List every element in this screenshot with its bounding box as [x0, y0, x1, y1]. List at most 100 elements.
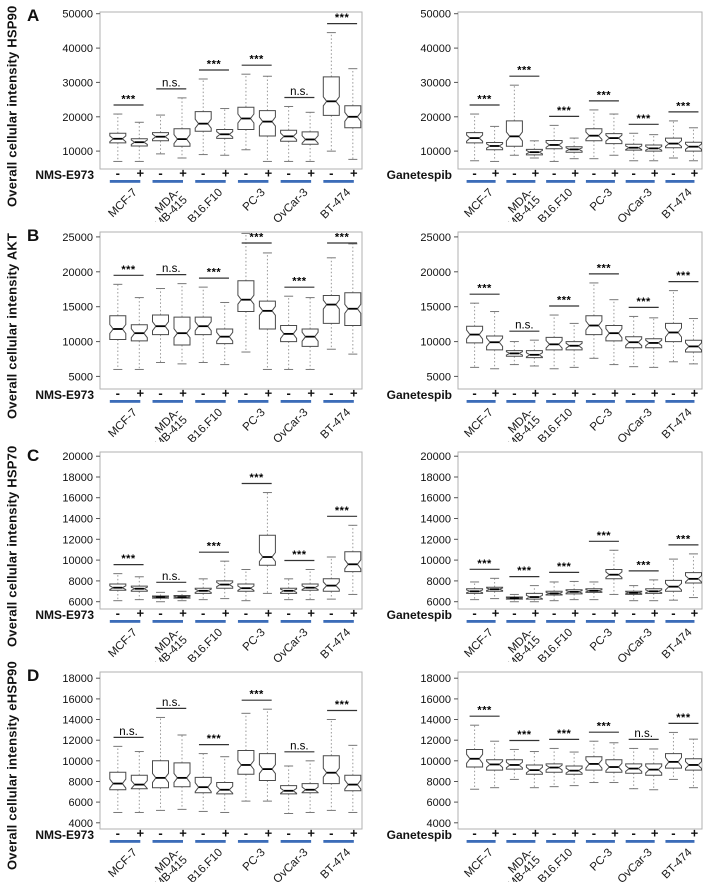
svg-text:MCF-7: MCF-7: [106, 187, 139, 220]
treatment-pair-bar: [152, 400, 184, 403]
treatment-pair-bar: [466, 400, 496, 403]
significance-label: ***: [668, 100, 699, 113]
box-BT-474-plus: [344, 243, 362, 355]
svg-text:B16.F10: B16.F10: [186, 847, 225, 882]
svg-text:OvCar-3: OvCar-3: [271, 407, 310, 442]
svg-text:OvCar-3: OvCar-3: [271, 187, 310, 222]
plus-label: +: [350, 606, 358, 621]
significance-label: ***: [241, 232, 272, 244]
minus-label: -: [158, 166, 162, 181]
box-MCF-7-minus: [466, 302, 484, 368]
box-PC-3-plus: [605, 299, 623, 366]
plus-label: +: [691, 386, 699, 401]
svg-text:***: ***: [557, 105, 572, 117]
svg-text:***: ***: [517, 565, 532, 577]
y-tick-label: 20000: [62, 451, 93, 463]
treatment-pair-bar: [237, 400, 269, 403]
notched-box: [301, 783, 319, 794]
svg-text:***: ***: [335, 699, 350, 711]
svg-text:MCF-7: MCF-7: [462, 627, 495, 660]
treatment-pair-bar: [665, 400, 695, 403]
box-MCF-7-plus: [486, 740, 504, 789]
significance-label: ***: [198, 59, 229, 71]
category-label: MCF-7: [462, 627, 495, 660]
box-OvCar-3-plus: [301, 760, 319, 813]
treatment-name: NMS-E973: [35, 608, 94, 622]
box-B16.F10-minus: [194, 78, 212, 156]
y-tick-label: 14000: [420, 715, 451, 727]
box-PC-3-plus: [605, 742, 623, 784]
plus-label: +: [179, 606, 187, 621]
svg-text:***: ***: [676, 533, 691, 545]
minus-label: -: [116, 386, 120, 401]
svg-text:B16.F10: B16.F10: [536, 847, 575, 882]
plus-label: +: [222, 826, 230, 841]
svg-text:n.s.: n.s.: [119, 726, 138, 738]
figure-row-C: Overall cellular intensity HSP70 C 6000 8…: [0, 442, 710, 662]
svg-text:***: ***: [121, 94, 136, 106]
box-OvCar-3-plus: [645, 134, 663, 162]
plus-label: +: [222, 606, 230, 621]
box-BT-474-minus: [322, 719, 340, 811]
significance-label: ***: [241, 689, 272, 701]
box-OvCar-3-minus: [625, 315, 643, 368]
box-OvCar-3-minus: [625, 132, 643, 162]
y-tick-label: 40000: [62, 43, 93, 55]
box-B16.F10-plus: [216, 756, 234, 813]
significance-label: n.s.: [156, 571, 187, 583]
svg-text:***: ***: [477, 283, 492, 295]
treatment-pair-bar: [466, 180, 496, 183]
category-label: B16.F10: [536, 187, 575, 222]
svg-text:***: ***: [477, 94, 492, 106]
svg-text:OvCar-3: OvCar-3: [616, 187, 655, 222]
significance-label: n.s.: [156, 263, 187, 276]
svg-text:PC-3: PC-3: [241, 407, 268, 434]
y-tick-label: 10000: [62, 555, 93, 567]
y-tick-label: 5000: [427, 371, 451, 383]
box-MCF-7-minus: [109, 745, 127, 813]
significance-label: ***: [113, 264, 144, 276]
svg-text:B16.F10: B16.F10: [186, 627, 225, 662]
box-B16.F10-minus: [545, 581, 563, 602]
box-MCF-7-plus: [130, 121, 148, 162]
box-OvCar-3-plus: [301, 568, 319, 601]
y-axis-title: Overall cellular intensity HSP70: [4, 445, 20, 647]
treatment-name: NMS-E973: [35, 388, 94, 402]
minus-label: -: [592, 826, 596, 841]
treatment-pair-bar: [665, 840, 695, 843]
box-PC-3-minus: [237, 568, 255, 602]
figure-row-D: Overall cellular intensity eHSP90 D 4000…: [0, 662, 710, 882]
plus-label: +: [611, 826, 619, 841]
y-tick-label: 12000: [420, 534, 451, 546]
notched-box: [130, 774, 148, 790]
y-tick-label: 6000: [69, 797, 93, 809]
plus-label: +: [265, 606, 273, 621]
y-tick-label: 8000: [69, 777, 93, 789]
y-tick-label: 30000: [62, 77, 93, 89]
significance-label: ***: [469, 558, 500, 570]
box-BT-474-plus: [685, 738, 702, 789]
svg-text:BT-474: BT-474: [319, 406, 354, 441]
y-tick-label: 12000: [62, 534, 93, 546]
y-tick-label: 8000: [69, 576, 93, 588]
treatment-pair-bar: [109, 840, 141, 843]
svg-text:PC-3: PC-3: [241, 627, 268, 654]
box-B16.F10-minus: [194, 578, 212, 601]
category-label: B16.F10: [536, 407, 575, 442]
category-label: BT-474: [660, 406, 695, 441]
minus-label: -: [201, 826, 205, 841]
box-MCF-7-plus: [130, 751, 148, 813]
box-OvCar-3-minus: [280, 765, 298, 815]
box-MDA-MB-415-plus: [525, 140, 543, 159]
significance-label: ***: [198, 267, 229, 279]
significance-label: ***: [113, 94, 144, 106]
svg-text:***: ***: [637, 296, 652, 308]
svg-text:***: ***: [121, 553, 136, 565]
category-label: BT-474: [319, 186, 354, 221]
notched-box: [322, 295, 340, 324]
figure-row-A: Overall cellular intensity HSP90 A 10000…: [0, 2, 710, 222]
plus-label: +: [492, 606, 500, 621]
treatment-pair-bar: [585, 620, 615, 623]
